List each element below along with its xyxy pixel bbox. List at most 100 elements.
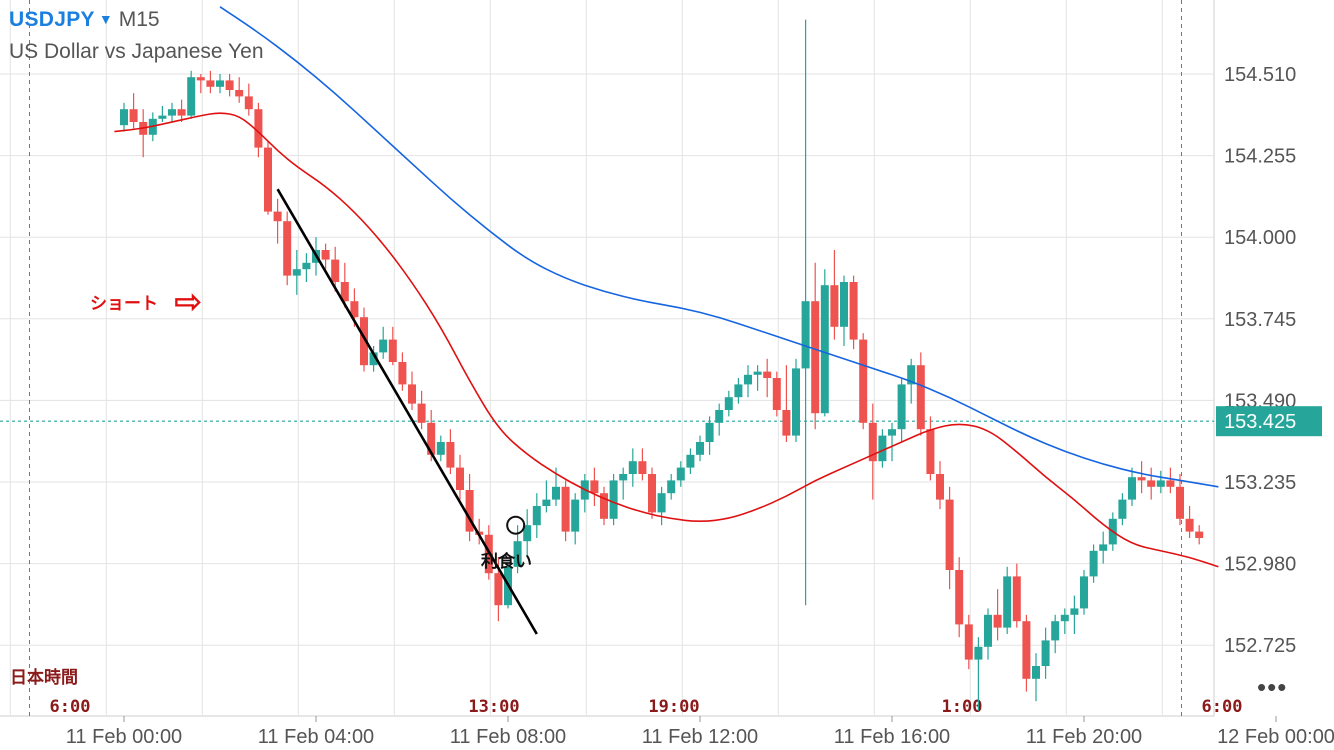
- current-price-value: 153.425: [1224, 411, 1296, 433]
- bull-candle: [1051, 614, 1060, 654]
- candle-body: [1137, 477, 1146, 481]
- trend-line: [276, 188, 538, 635]
- bull-candle: [1003, 566, 1012, 634]
- bull-candle: [216, 74, 224, 94]
- time-tick-label: 12 Feb 00:00: [1217, 726, 1334, 748]
- candle-body: [897, 384, 906, 430]
- candle-body: [628, 461, 637, 474]
- candle-body: [1032, 666, 1040, 679]
- bear-candle: [446, 429, 455, 474]
- candle-body: [657, 493, 666, 513]
- candle-body: [715, 410, 724, 423]
- bull-candle: [1118, 493, 1127, 526]
- price-tick-label: 154.510: [1224, 64, 1296, 86]
- candle-body: [542, 499, 551, 506]
- candle-body: [955, 570, 964, 625]
- candle-body: [388, 339, 397, 362]
- bull-candle: [1070, 595, 1079, 634]
- bear-candle: [1195, 525, 1204, 545]
- candle-body: [120, 109, 128, 126]
- candle-body: [561, 486, 570, 532]
- bear-candle: [1012, 563, 1021, 628]
- candle-body: [523, 525, 532, 542]
- candle-body: [292, 269, 301, 276]
- candle-body: [1080, 576, 1088, 609]
- bear-candle: [235, 77, 244, 103]
- candle-body: [571, 499, 580, 532]
- candle-body: [638, 461, 647, 474]
- candle-body: [1156, 480, 1165, 487]
- bull-candle: [705, 416, 714, 455]
- candle-body: [1176, 486, 1184, 519]
- candle-body: [196, 77, 205, 81]
- bull-candle: [696, 435, 704, 462]
- candle-body: [916, 365, 925, 430]
- bear-candle: [868, 403, 877, 500]
- symbol-selector[interactable]: USDJPY: [9, 8, 95, 31]
- candle-body: [974, 646, 983, 660]
- jst-time-label: 6:00: [1202, 697, 1243, 717]
- bull-candle: [619, 467, 628, 500]
- candle-body: [820, 285, 829, 414]
- price-tick-label: 153.235: [1224, 472, 1296, 494]
- candle-body: [1099, 544, 1108, 551]
- bull-candle: [1156, 470, 1165, 494]
- candle-body: [331, 259, 340, 282]
- candle-body: [398, 362, 407, 385]
- bull-candle: [715, 403, 724, 436]
- bear-candle: [408, 371, 416, 410]
- symbol-dropdown-icon[interactable]: ▼: [98, 11, 113, 27]
- candle-body: [1166, 480, 1175, 487]
- candle-body: [936, 474, 944, 500]
- bear-candle: [225, 74, 234, 97]
- timeframe-label[interactable]: M15: [118, 8, 160, 31]
- candle-body: [878, 435, 887, 462]
- candle-body: [676, 467, 685, 481]
- candle-body: [350, 301, 359, 318]
- candle-body: [494, 573, 503, 606]
- candle-body: [859, 339, 868, 423]
- candle-body: [206, 80, 215, 87]
- bear-candle: [244, 83, 253, 116]
- candle-body: [244, 96, 253, 110]
- bear-candle: [456, 454, 464, 500]
- candle-body: [993, 614, 1002, 628]
- bear-candle: [916, 352, 925, 436]
- bull-candle: [1060, 608, 1069, 634]
- bull-candle: [1041, 627, 1050, 679]
- jst-time-label: 6:00: [50, 697, 91, 717]
- candle-body: [177, 109, 186, 116]
- bear-candle: [849, 275, 858, 350]
- jst-title: 日本時間: [10, 667, 78, 688]
- candle-body: [792, 368, 800, 436]
- candle-body: [235, 90, 244, 97]
- candle-body: [964, 624, 973, 660]
- jst-time-label: 13:00: [468, 697, 519, 717]
- bear-candle: [1022, 614, 1031, 692]
- bull-candle: [792, 358, 800, 442]
- bear-candle: [340, 262, 349, 308]
- time-tick-label: 11 Feb 00:00: [66, 726, 182, 748]
- candle-body: [648, 474, 656, 513]
- bear-candle: [859, 333, 868, 430]
- candle-body: [705, 422, 714, 442]
- bull-candle: [571, 493, 580, 545]
- bear-candle: [964, 614, 973, 670]
- more-options-icon[interactable]: •••: [1257, 672, 1288, 702]
- bull-candle: [753, 365, 762, 391]
- candle-body: [158, 115, 167, 119]
- bear-candle: [388, 326, 397, 366]
- bear-candle: [955, 557, 964, 638]
- bear-candle: [638, 448, 647, 481]
- take-profit-marker: [506, 515, 526, 535]
- candle-body: [552, 486, 560, 500]
- jst-time-label: 19:00: [648, 697, 699, 717]
- candle-body: [840, 282, 848, 327]
- bull-candle: [542, 480, 551, 513]
- candle-body: [926, 429, 935, 474]
- candle-body: [724, 397, 733, 410]
- candle-body: [436, 442, 445, 455]
- bear-candle: [254, 102, 263, 158]
- bull-candle: [436, 435, 445, 462]
